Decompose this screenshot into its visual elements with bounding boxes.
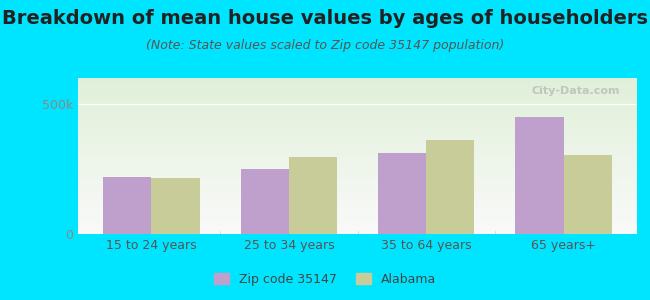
- Bar: [151, 178, 200, 234]
- Text: (Note: State values scaled to Zip code 35147 population): (Note: State values scaled to Zip code 3…: [146, 39, 504, 52]
- Bar: [564, 155, 612, 234]
- Bar: [515, 117, 564, 234]
- Text: Breakdown of mean house values by ages of householders: Breakdown of mean house values by ages o…: [2, 9, 648, 28]
- Legend: Zip code 35147, Alabama: Zip code 35147, Alabama: [209, 268, 441, 291]
- Bar: [378, 153, 426, 234]
- Bar: [426, 140, 474, 234]
- Bar: [289, 157, 337, 234]
- Text: City-Data.com: City-Data.com: [532, 86, 620, 96]
- Bar: [240, 169, 289, 234]
- Bar: [103, 177, 151, 234]
